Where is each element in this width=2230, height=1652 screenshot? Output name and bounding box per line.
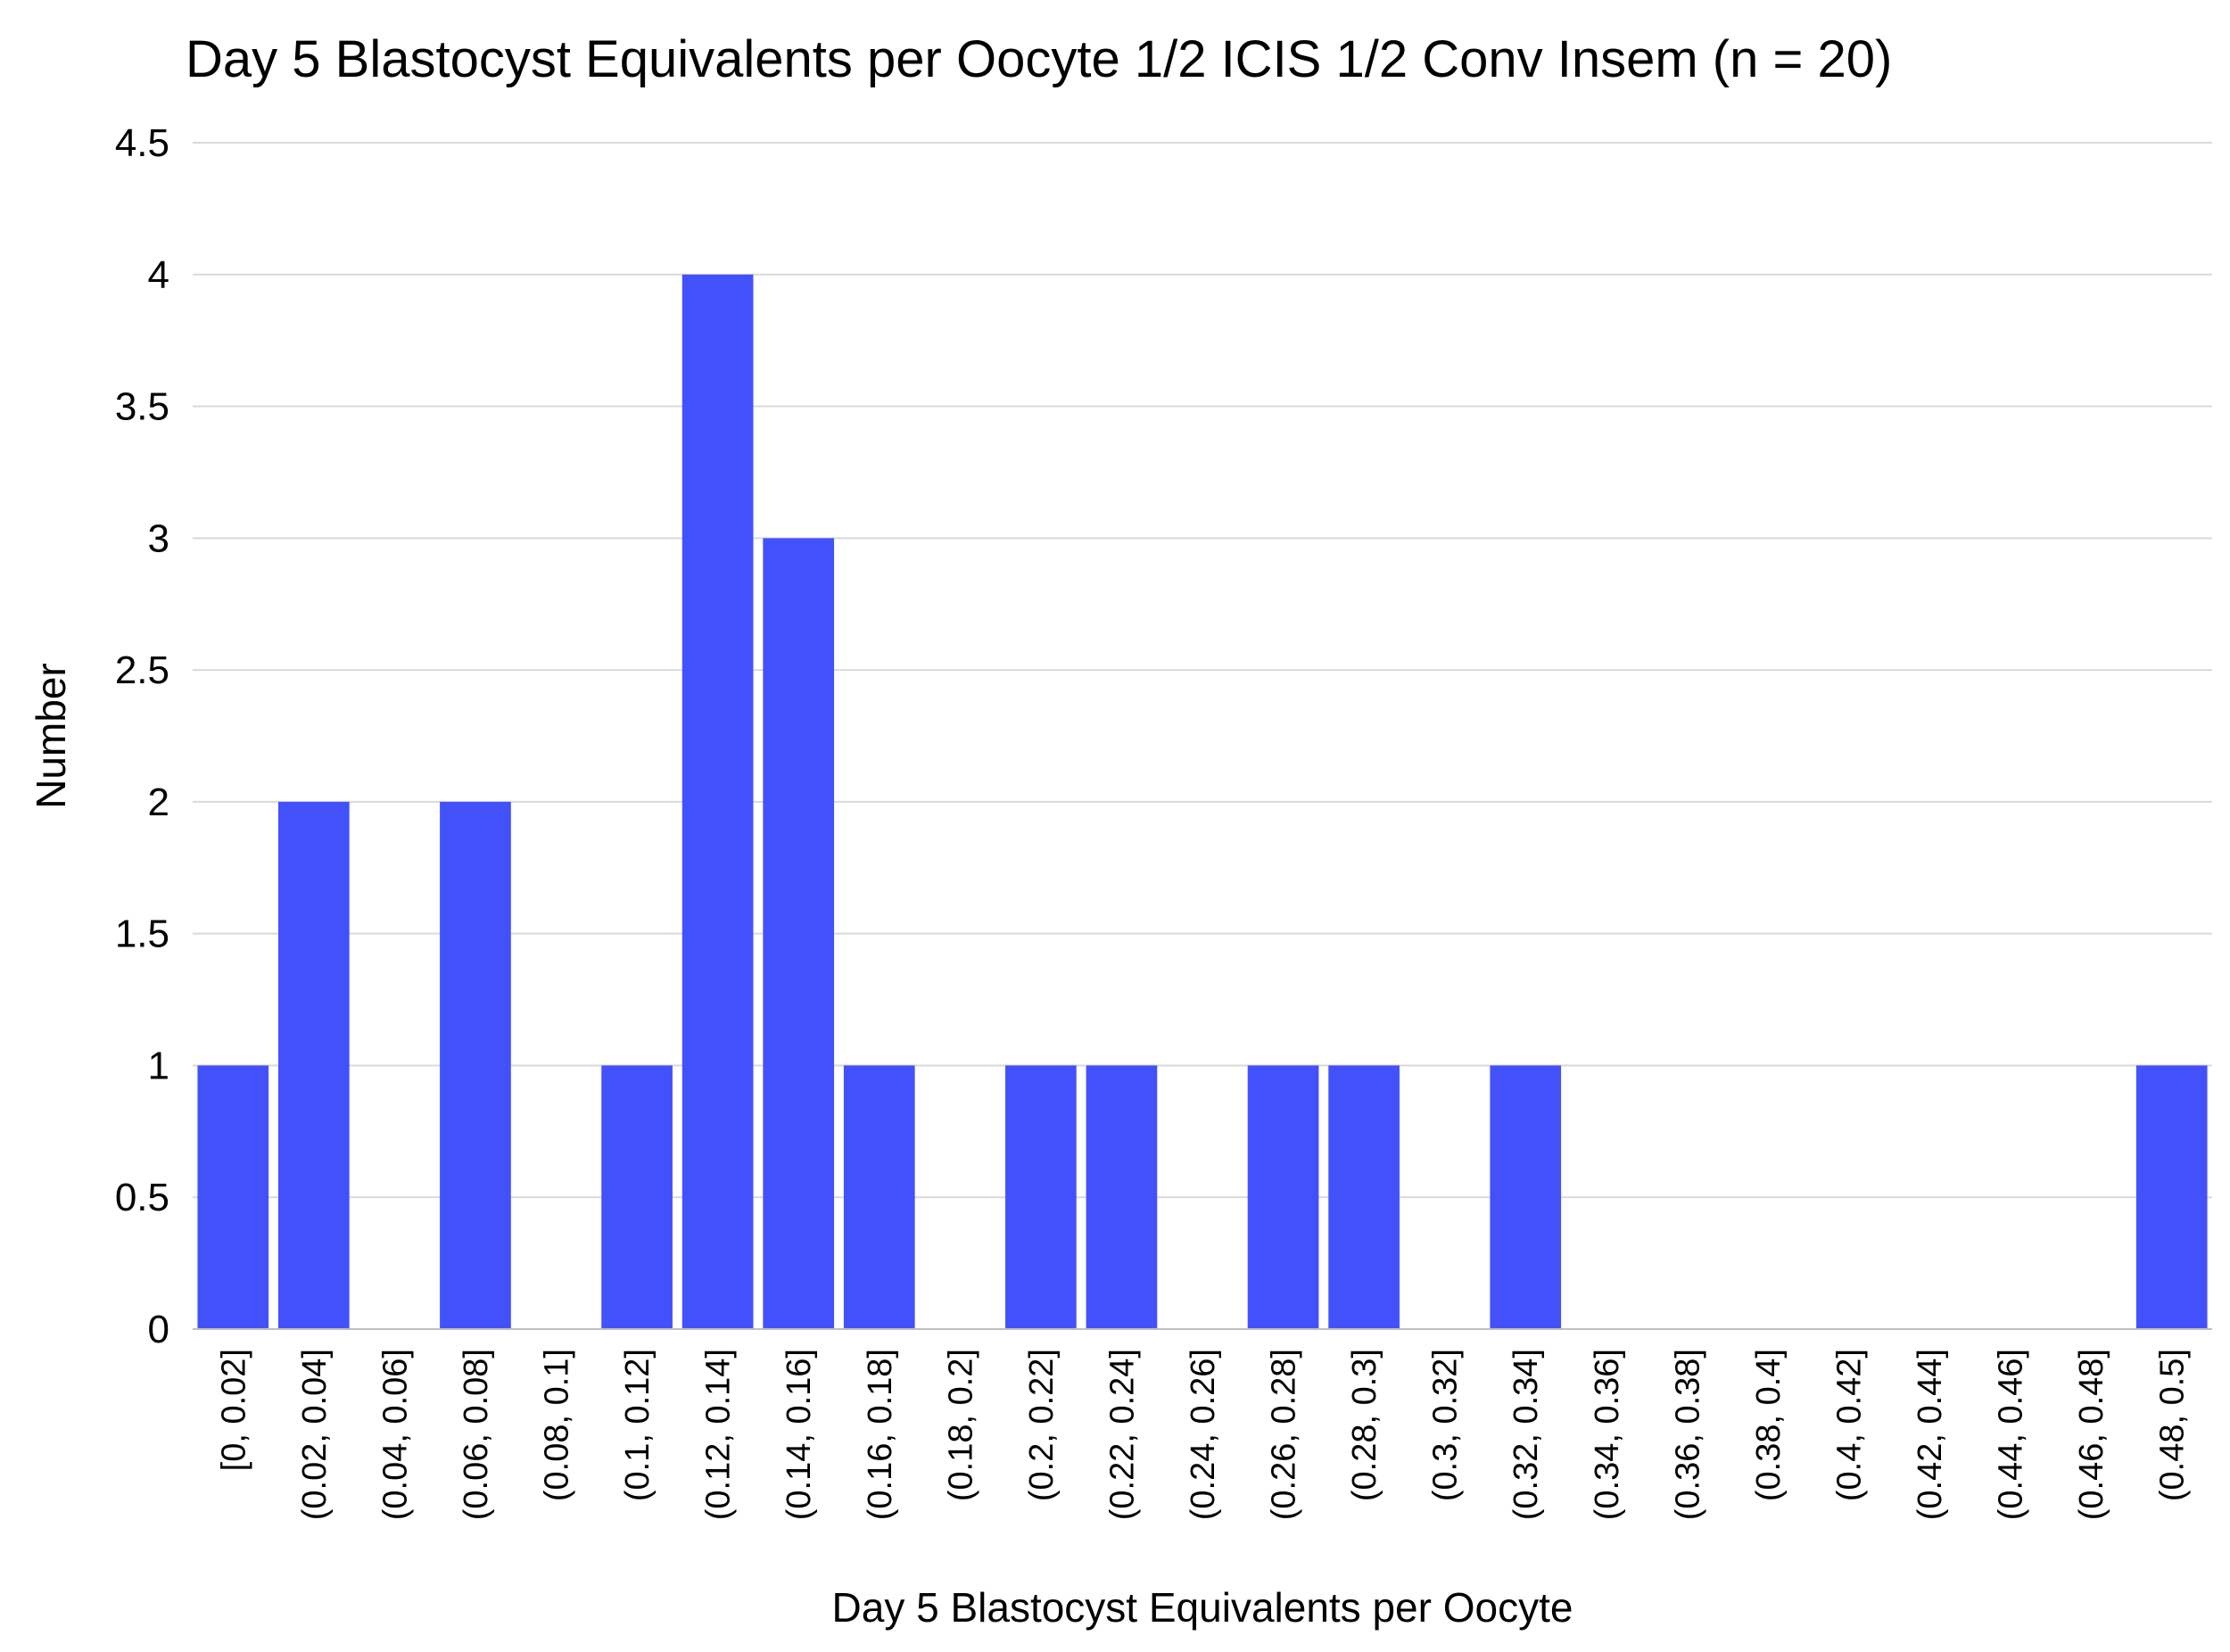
x-tick-label: (0.42, 0.44] [1912, 1349, 1949, 1520]
x-tick-label: (0.04, 0.06] [376, 1349, 414, 1520]
x-tick-label: (0.46, 0.48] [2073, 1349, 2110, 1520]
x-tick-label: (0.4, 0.42] [1830, 1349, 1868, 1501]
x-tick-label: (0.18, 0.2] [942, 1349, 979, 1501]
x-tick-label: (0.48, 0.5] [2154, 1349, 2192, 1501]
x-tick-label: (0.3, 0.32] [1427, 1349, 1465, 1501]
x-tick-label: (0.22, 0.24] [1103, 1349, 1141, 1520]
y-tick-label: 1.5 [115, 913, 169, 956]
x-tick-label: (0.14, 0.16] [780, 1349, 818, 1520]
chart-title: Day 5 Blastocyst Equivalents per Oocyte … [186, 30, 1892, 88]
gridlines [193, 142, 2212, 1199]
x-tick-label: (0.12, 0.14] [700, 1349, 738, 1520]
x-tick-label: (0.2, 0.22] [1023, 1349, 1061, 1501]
x-tick-label: (0.32, 0.34] [1507, 1349, 1545, 1520]
y-tick-label: 2.5 [115, 648, 169, 692]
bar [1328, 1065, 1400, 1329]
y-tick-label: 1 [148, 1044, 169, 1087]
x-axis-label: Day 5 Blastocyst Equivalents per Oocyte [832, 1584, 1573, 1631]
y-tick-label: 4.5 [115, 121, 169, 165]
y-tick-label: 0 [148, 1308, 169, 1351]
bar [440, 801, 511, 1329]
bars [197, 274, 2208, 1329]
x-tick-label: (0.02, 0.04] [296, 1349, 334, 1520]
bar [1086, 1065, 1158, 1329]
y-tick-label: 0.5 [115, 1176, 169, 1219]
x-tick-label: (0.16, 0.18] [862, 1349, 899, 1520]
y-tick-label: 3 [148, 516, 169, 560]
bar [843, 1065, 915, 1329]
bar [1490, 1065, 1562, 1329]
bar [763, 538, 835, 1329]
bar [197, 1065, 269, 1329]
y-tick-label: 2 [148, 781, 169, 824]
x-tick-label: (0.34, 0.36] [1589, 1349, 1626, 1520]
y-axis-ticks: 0 0.5 1 1.5 2 2.5 3 3.5 4 4.5 [115, 121, 169, 1351]
bar [2135, 1065, 2208, 1329]
x-tick-label: (0.36, 0.38] [1669, 1349, 1706, 1520]
x-tick-label: (0.44, 0.46] [1993, 1349, 2030, 1520]
bar [1005, 1065, 1077, 1329]
bar [681, 274, 754, 1329]
x-tick-label: (0.38, 0.4] [1750, 1349, 1788, 1501]
bar [277, 801, 350, 1329]
y-axis-label: Number [28, 663, 74, 809]
x-axis-ticks: [0, 0.02] (0.02, 0.04] (0.04, 0.06] (0.06, … [215, 1349, 2191, 1520]
y-tick-label: 4 [148, 253, 169, 297]
bar [601, 1065, 673, 1329]
x-tick-label: (0.28, 0.3] [1346, 1349, 1383, 1501]
x-tick-label: (0.24, 0.26] [1185, 1349, 1222, 1520]
x-tick-label: (0.26, 0.28] [1266, 1349, 1303, 1520]
bar [1247, 1065, 1319, 1329]
x-tick-label: (0.06, 0.08] [458, 1349, 495, 1520]
y-tick-label: 3.5 [115, 385, 169, 429]
x-tick-label: (0.08, 0.1] [539, 1349, 576, 1501]
x-tick-label: (0.1, 0.12] [619, 1349, 657, 1501]
x-tick-label: [0, 0.02] [215, 1349, 252, 1471]
